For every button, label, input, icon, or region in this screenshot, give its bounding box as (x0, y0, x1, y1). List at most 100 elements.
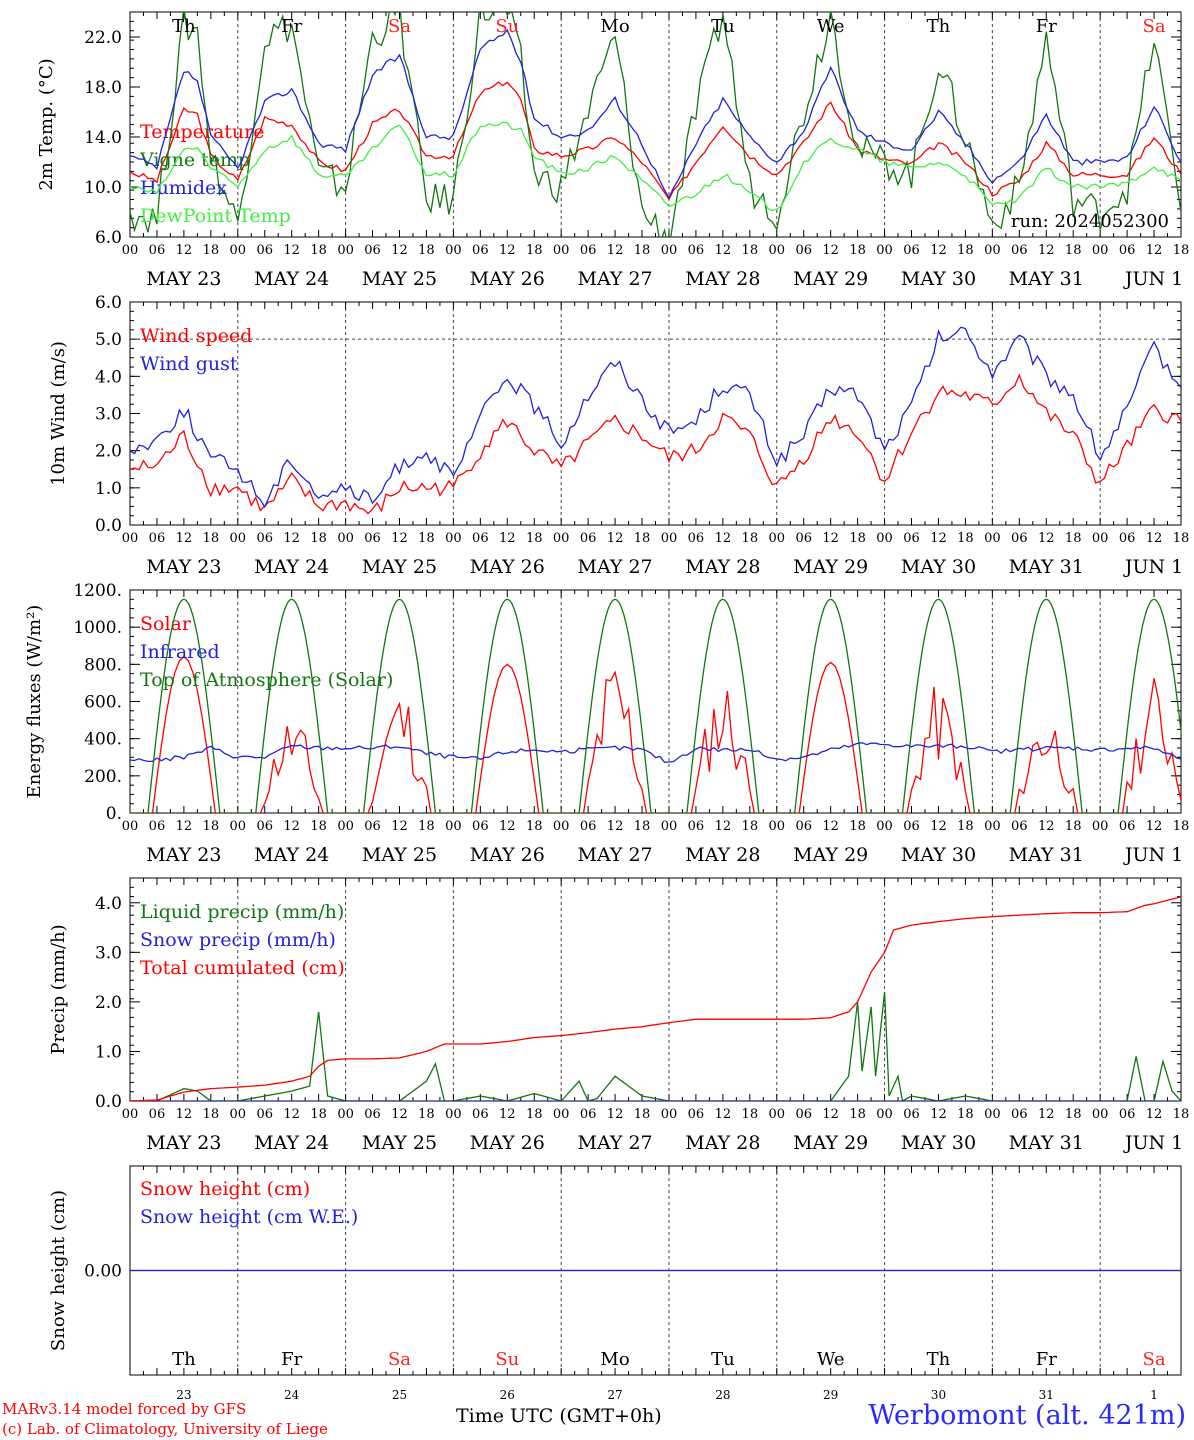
x-hour-label: 12 (1146, 819, 1163, 834)
y-tick-label: 3.0 (95, 405, 122, 425)
x-hour-label: 00 (230, 819, 247, 834)
x-date-label: MAY 27 (577, 268, 652, 290)
series-line (130, 656, 1181, 813)
x-hour-label: 00 (122, 243, 139, 258)
y-tick-label: 4.0 (95, 894, 122, 914)
x-hour-label: 00 (445, 1107, 462, 1122)
y-tick-label: 2.0 (95, 442, 122, 462)
x-hour-label: 12 (822, 531, 839, 546)
x-date-label: MAY 24 (254, 268, 329, 290)
y-tick-label: 6.0 (95, 293, 122, 313)
x-hour-label: 06 (580, 243, 597, 258)
y-tick-label: 1.0 (95, 1042, 122, 1062)
series-line (130, 326, 1181, 509)
series-line (130, 373, 1181, 515)
x-hour-label: 18 (742, 1107, 759, 1122)
x-hour-label: 00 (230, 243, 247, 258)
legend-entry: Liquid precip (mm/h) (140, 901, 344, 923)
x-hour-label: 18 (1065, 1107, 1082, 1122)
x-hour-label: 12 (930, 531, 947, 546)
x-hour-label: 00 (661, 819, 678, 834)
bottom-day-label: Sa (388, 1349, 411, 1370)
x-hour-label: 18 (418, 819, 435, 834)
x-date-label: MAY 30 (901, 844, 976, 866)
x-date-label: MAY 23 (146, 268, 221, 290)
y-tick-label: 0.00 (84, 1262, 122, 1282)
x-date-label: JUN 1 (1123, 844, 1183, 866)
x-hour-label: 12 (1038, 243, 1055, 258)
x-hour-label: 18 (203, 531, 220, 546)
x-hour-label: 12 (607, 819, 624, 834)
x-hour-label: 00 (984, 1107, 1001, 1122)
x-hour-label: 00 (768, 243, 785, 258)
x-hour-label: 00 (337, 243, 354, 258)
series-line (130, 598, 1181, 813)
bottom-date-number: 23 (176, 1388, 191, 1402)
panel-frame (129, 301, 1182, 526)
x-hour-label: 12 (607, 243, 624, 258)
legend-entry: Snow height (cm W.E.) (140, 1206, 358, 1228)
x-hour-label: 18 (634, 243, 651, 258)
x-hour-label: 06 (1011, 531, 1028, 546)
x-hour-label: 00 (553, 819, 570, 834)
bottom-date-number: 26 (500, 1388, 515, 1402)
bottom-date-number: 30 (931, 1388, 946, 1402)
y-tick-label: 600. (84, 693, 122, 713)
x-hour-label: 12 (1146, 243, 1163, 258)
x-hour-label: 00 (445, 243, 462, 258)
series-line (130, 28, 1181, 200)
x-hour-label: 00 (1092, 819, 1109, 834)
x-hour-label: 06 (903, 243, 920, 258)
x-hour-label: 00 (1092, 531, 1109, 546)
day-of-week-label: Su (495, 16, 519, 37)
x-hour-label: 00 (661, 1107, 678, 1122)
x-hour-label: 06 (1011, 819, 1028, 834)
y-tick-label: 14.0 (84, 128, 122, 148)
time-axis-label: Time UTC (GMT+0h) (456, 1405, 662, 1427)
day-of-week-label: Fr (1036, 16, 1057, 37)
y-tick-label: 3.0 (95, 943, 122, 963)
x-date-label: MAY 29 (793, 1132, 868, 1154)
bottom-day-label: Mo (600, 1349, 629, 1370)
x-hour-label: 18 (418, 531, 435, 546)
x-hour-label: 18 (1065, 531, 1082, 546)
bottom-day-label: Fr (1036, 1349, 1057, 1370)
y-tick-label: 400. (84, 730, 122, 750)
bottom-day-label: Fr (281, 1349, 302, 1370)
x-hour-label: 06 (149, 243, 166, 258)
y-tick-label: 0.0 (95, 1092, 122, 1112)
x-hour-label: 00 (661, 243, 678, 258)
x-hour-label: 00 (553, 1107, 570, 1122)
x-hour-label: 18 (742, 819, 759, 834)
x-hour-label: 00 (768, 819, 785, 834)
x-hour-label: 00 (661, 531, 678, 546)
x-hour-label: 00 (1092, 243, 1109, 258)
y-tick-label: 800. (84, 655, 122, 675)
x-hour-label: 18 (526, 531, 543, 546)
x-hour-label: 06 (903, 531, 920, 546)
legend-entry: Solar (140, 613, 192, 635)
y-axis-label: 10m Wind (m/s) (48, 341, 69, 486)
y-tick-label: 22.0 (84, 28, 122, 48)
bottom-day-label: Th (172, 1349, 196, 1370)
station-name: Werbomont (alt. 421m) (868, 1400, 1186, 1431)
x-hour-label: 12 (283, 243, 300, 258)
x-hour-label: 18 (957, 243, 974, 258)
y-tick-label: 1.0 (95, 479, 122, 499)
y-tick-label: 0. (106, 804, 122, 824)
day-of-week-label: Mo (600, 16, 629, 37)
series-line (130, 121, 1181, 212)
x-date-label: JUN 1 (1123, 556, 1183, 578)
x-date-label: MAY 25 (362, 556, 437, 578)
y-tick-label: 1200. (73, 581, 122, 601)
legend-entry: Wind gust (140, 353, 238, 375)
x-date-label: MAY 29 (793, 268, 868, 290)
x-hour-label: 00 (445, 819, 462, 834)
x-date-label: MAY 23 (146, 1132, 221, 1154)
x-hour-label: 06 (795, 1107, 812, 1122)
series-line (130, 81, 1181, 201)
x-hour-label: 12 (822, 243, 839, 258)
x-hour-label: 18 (203, 1107, 220, 1122)
bottom-date-number: 27 (607, 1388, 622, 1402)
x-date-label: MAY 25 (362, 268, 437, 290)
